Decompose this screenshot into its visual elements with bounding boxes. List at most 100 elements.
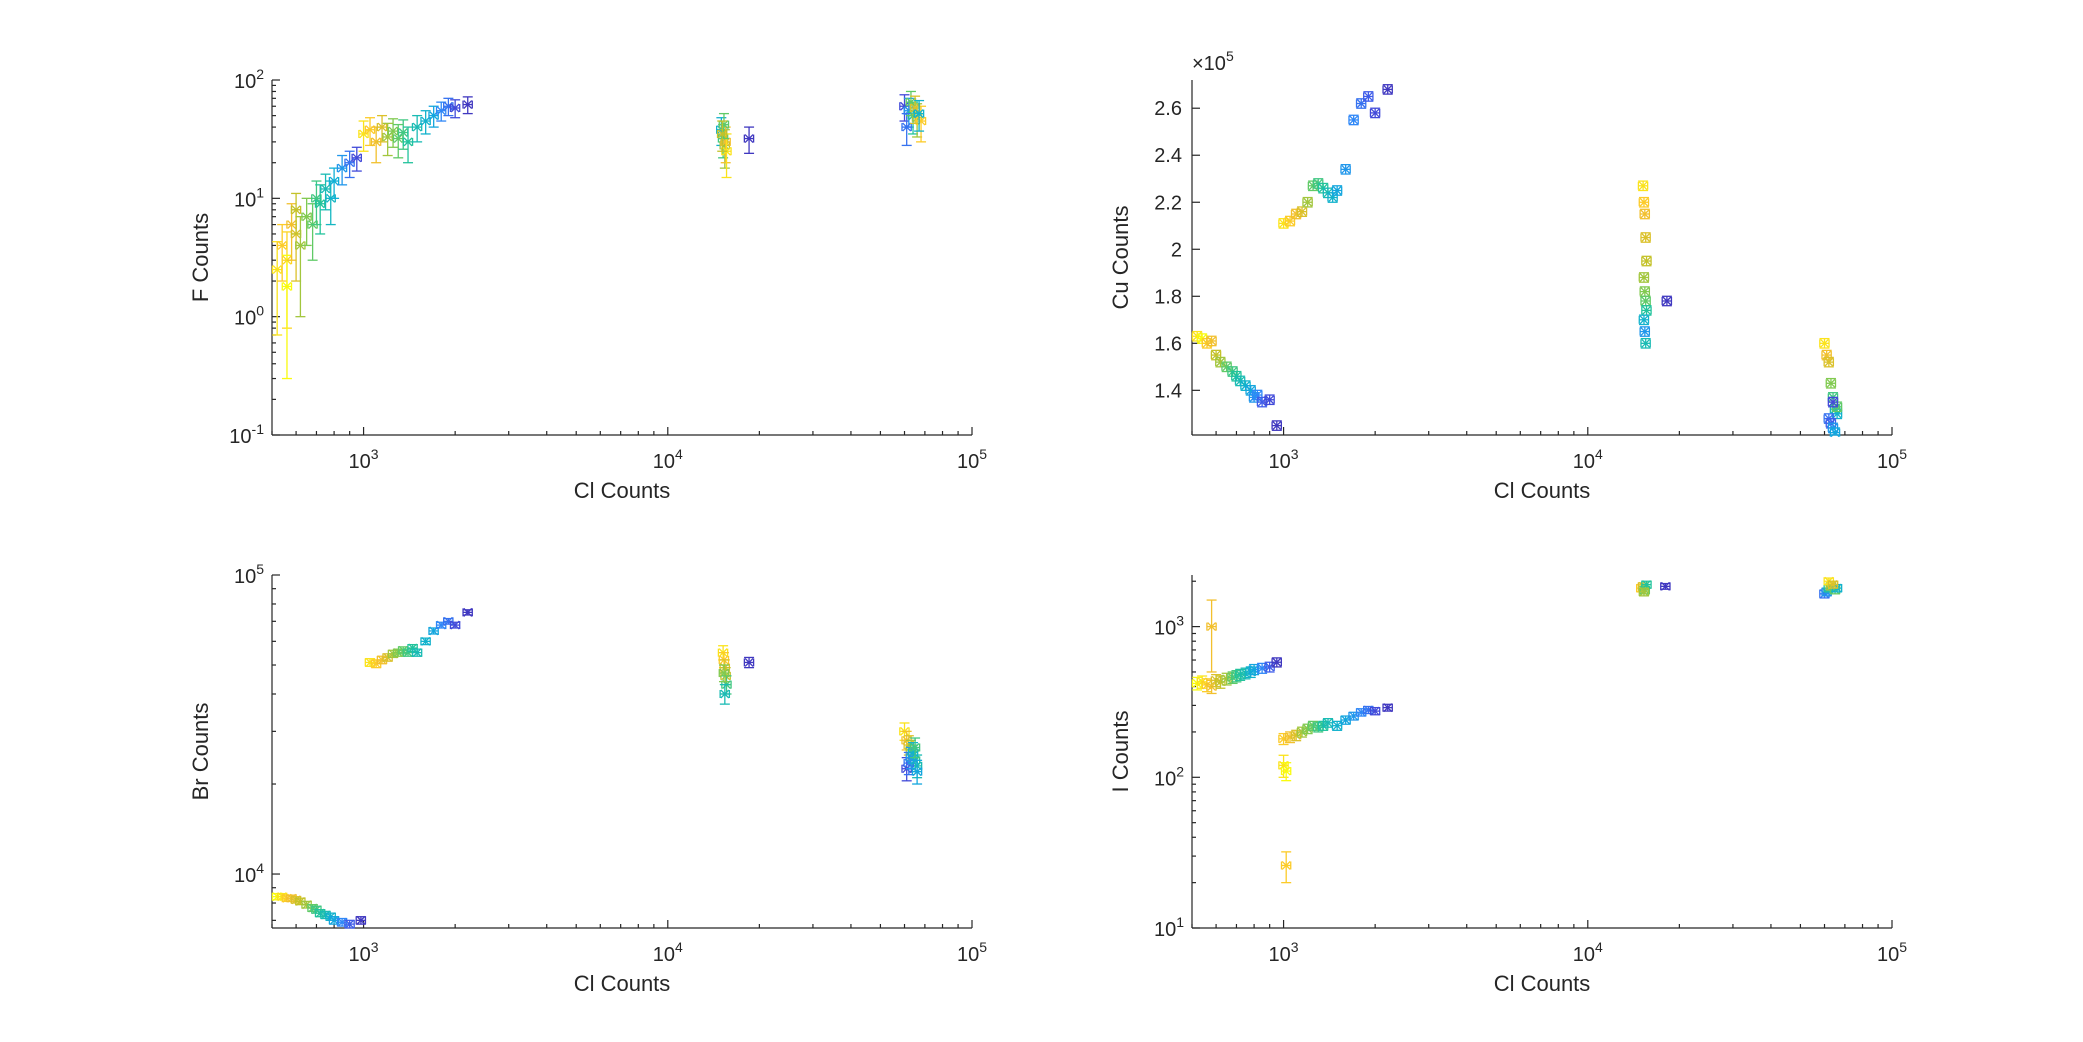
data-point bbox=[911, 759, 923, 785]
data-point bbox=[1206, 335, 1217, 347]
data-point bbox=[1639, 286, 1651, 297]
panel-f-vs-cl: 103 104 105 10-1 100 101 102 Cl Counts F Counts bbox=[188, 66, 987, 503]
x-tick-label: 103 bbox=[349, 939, 379, 966]
data-point bbox=[1638, 196, 1650, 208]
y-tick-label: 104 bbox=[234, 860, 264, 887]
y-axis-label: Br Counts bbox=[188, 703, 213, 801]
x-tick-label: 105 bbox=[957, 446, 987, 473]
data-point bbox=[358, 120, 369, 152]
data-point bbox=[355, 915, 367, 925]
data-point bbox=[1382, 84, 1393, 95]
data-point bbox=[1638, 272, 1650, 283]
data-points bbox=[1191, 576, 1843, 884]
data-point bbox=[1284, 215, 1296, 227]
data-point bbox=[295, 216, 306, 318]
data-point bbox=[743, 126, 755, 154]
y-tick-label: 2 bbox=[1171, 239, 1182, 261]
data-point bbox=[281, 254, 293, 380]
data-point bbox=[351, 146, 362, 172]
data-point bbox=[1825, 377, 1837, 389]
data-point bbox=[909, 737, 921, 759]
data-point bbox=[718, 112, 730, 140]
data-points bbox=[1191, 84, 1843, 438]
data-point bbox=[1363, 91, 1374, 102]
data-point bbox=[276, 223, 288, 282]
data-point bbox=[1640, 337, 1651, 349]
data-point bbox=[1641, 580, 1652, 590]
data-point bbox=[382, 122, 393, 157]
data-point bbox=[1221, 672, 1232, 686]
y-tick-label: 102 bbox=[1154, 763, 1184, 790]
data-point bbox=[301, 197, 312, 247]
y-tick-label: 101 bbox=[234, 184, 264, 211]
y-tick-label: 2.6 bbox=[1154, 98, 1182, 120]
data-point bbox=[336, 917, 348, 927]
y-tick-label: 2.2 bbox=[1154, 192, 1182, 214]
data-point bbox=[1302, 196, 1313, 208]
data-point bbox=[1296, 726, 1308, 738]
x-axis-label: Cl Counts bbox=[1494, 478, 1591, 503]
data-point bbox=[1637, 180, 1649, 192]
y-tick-label: 100 bbox=[234, 303, 264, 330]
x-tick-label: 104 bbox=[1573, 446, 1603, 473]
data-point bbox=[1819, 337, 1830, 349]
data-point bbox=[1382, 703, 1393, 713]
data-point bbox=[1369, 107, 1381, 119]
y-tick-label: 10-1 bbox=[229, 421, 264, 448]
y-axis-label: I Counts bbox=[1108, 711, 1133, 793]
panel-i-vs-cl: 103 104 105 101 102 103 Cl Counts I Counts bbox=[1108, 575, 1907, 996]
data-points bbox=[271, 607, 923, 929]
data-point bbox=[1369, 706, 1381, 716]
x-tick-label: 104 bbox=[653, 446, 683, 473]
data-point bbox=[1829, 427, 1841, 438]
data-point bbox=[1827, 580, 1839, 590]
x-tick-label: 105 bbox=[957, 939, 987, 966]
data-point bbox=[449, 620, 461, 630]
y-tick-label: 1.8 bbox=[1154, 286, 1182, 308]
y-axis-label: F Counts bbox=[188, 213, 213, 302]
data-point bbox=[420, 636, 431, 646]
panel-br-vs-cl: 103 104 105 104 105 Cl Counts Br Counts bbox=[188, 561, 987, 996]
data-point bbox=[1206, 599, 1217, 673]
data-point bbox=[1348, 114, 1359, 126]
data-point bbox=[1639, 208, 1651, 220]
data-point bbox=[1271, 657, 1282, 668]
x-axis-label: Cl Counts bbox=[574, 478, 671, 503]
data-point bbox=[314, 184, 326, 235]
data-points bbox=[271, 90, 927, 380]
data-point bbox=[1641, 255, 1652, 267]
x-tick-label: 105 bbox=[1877, 446, 1907, 473]
data-point bbox=[411, 648, 423, 658]
data-point bbox=[901, 112, 912, 147]
x-axis-label: Cl Counts bbox=[574, 971, 671, 996]
data-point bbox=[1640, 295, 1651, 307]
x-tick-label: 105 bbox=[1877, 939, 1907, 966]
y-tick-label: 102 bbox=[234, 66, 264, 93]
data-point bbox=[1280, 762, 1292, 782]
data-point bbox=[1331, 185, 1343, 196]
y-tick-label: 1.6 bbox=[1154, 333, 1182, 355]
data-point bbox=[443, 616, 454, 626]
data-point bbox=[716, 120, 728, 152]
y-tick-label: 1.4 bbox=[1154, 380, 1182, 402]
x-tick-label: 104 bbox=[653, 939, 683, 966]
x-tick-label: 103 bbox=[349, 446, 379, 473]
data-point bbox=[1290, 729, 1302, 742]
x-tick-label: 104 bbox=[1573, 939, 1603, 966]
data-point bbox=[462, 607, 473, 617]
data-point bbox=[913, 99, 925, 132]
data-point bbox=[1823, 356, 1835, 368]
data-point bbox=[376, 114, 388, 143]
data-point bbox=[462, 96, 473, 115]
data-point bbox=[718, 664, 730, 683]
data-point bbox=[1641, 305, 1652, 316]
data-point bbox=[443, 97, 454, 117]
data-point bbox=[1280, 851, 1292, 884]
data-point bbox=[719, 683, 731, 705]
data-point bbox=[320, 173, 331, 211]
data-point bbox=[290, 192, 302, 235]
data-point bbox=[1322, 718, 1334, 728]
data-point bbox=[1638, 587, 1650, 597]
data-point bbox=[344, 150, 355, 179]
